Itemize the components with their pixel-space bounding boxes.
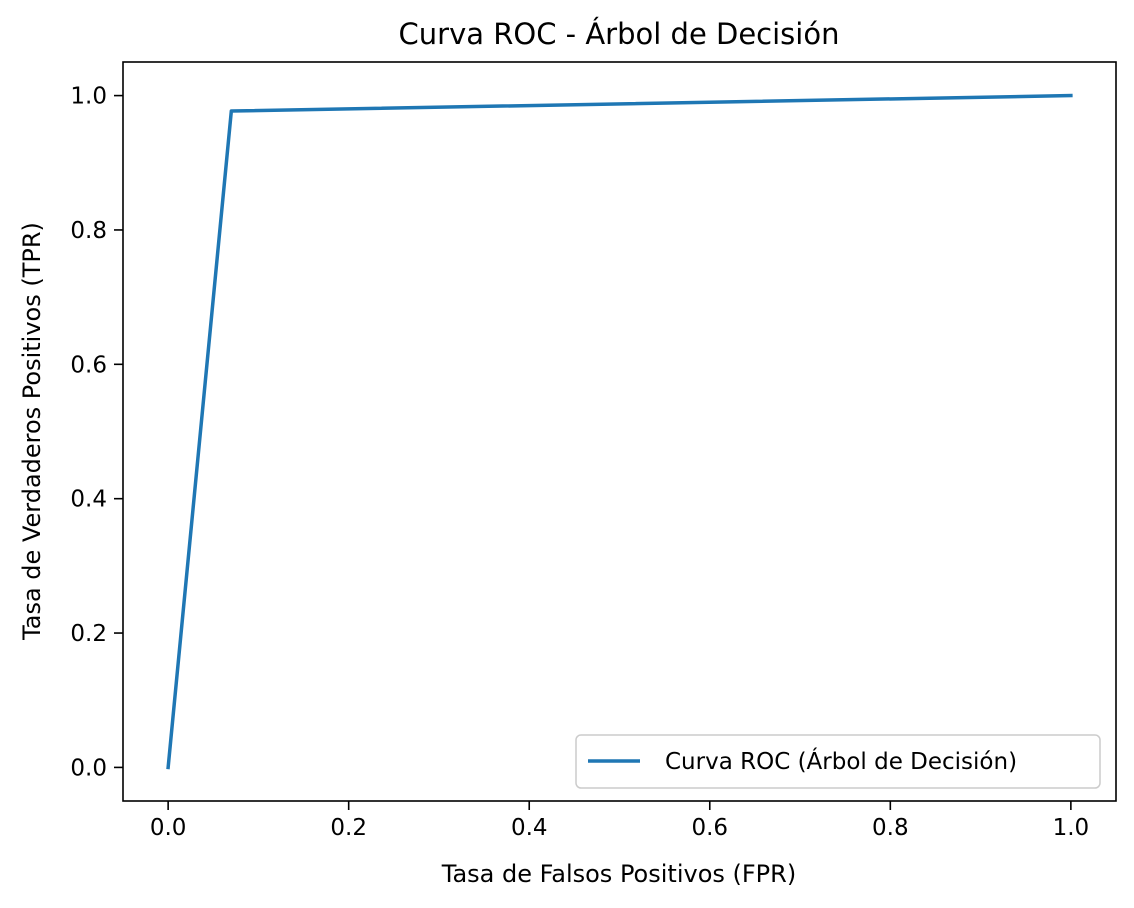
legend-box [575,734,1101,789]
x-tick-label: 0.2 [330,815,367,841]
y-tick-label: 0.6 [70,352,107,378]
legend-entry-label: Curva ROC (Árbol de Decisión) [665,747,1017,775]
y-tick-label: 0.4 [70,487,107,513]
series-layer [166,93,1073,770]
legend: Curva ROC (Árbol de Decisión) [575,734,1101,789]
y-axis-ticks: 0.0 0.2 0.4 0.6 0.8 1.0 [70,84,123,781]
x-tick-label: 0.4 [511,815,548,841]
y-tick-label: 0.2 [70,621,107,647]
x-axis-ticks: 0.0 0.2 0.4 0.6 0.8 1.0 [150,801,1089,841]
y-tick-label: 1.0 [70,84,107,110]
chart-title: Curva ROC - Árbol de Decisión [399,17,840,51]
y-axis-label: Tasa de Verdaderos Positivos (TPR) [18,222,46,641]
y-tick-label: 0.8 [70,218,107,244]
x-tick-label: 0.0 [150,815,187,841]
plot-area: 0.0 0.2 0.4 0.6 0.8 1.0 0.0 0.2 0.4 0.6 0.8 1.0 [70,61,1117,841]
roc-curve-line [166,93,1073,770]
x-tick-label: 0.6 [691,815,728,841]
y-tick-label: 0.0 [70,755,107,781]
x-tick-label: 1.0 [1053,815,1090,841]
axes-frame [122,61,1117,802]
x-axis-label: Tasa de Falsos Positivos (FPR) [441,860,796,888]
x-tick-label: 0.8 [872,815,909,841]
